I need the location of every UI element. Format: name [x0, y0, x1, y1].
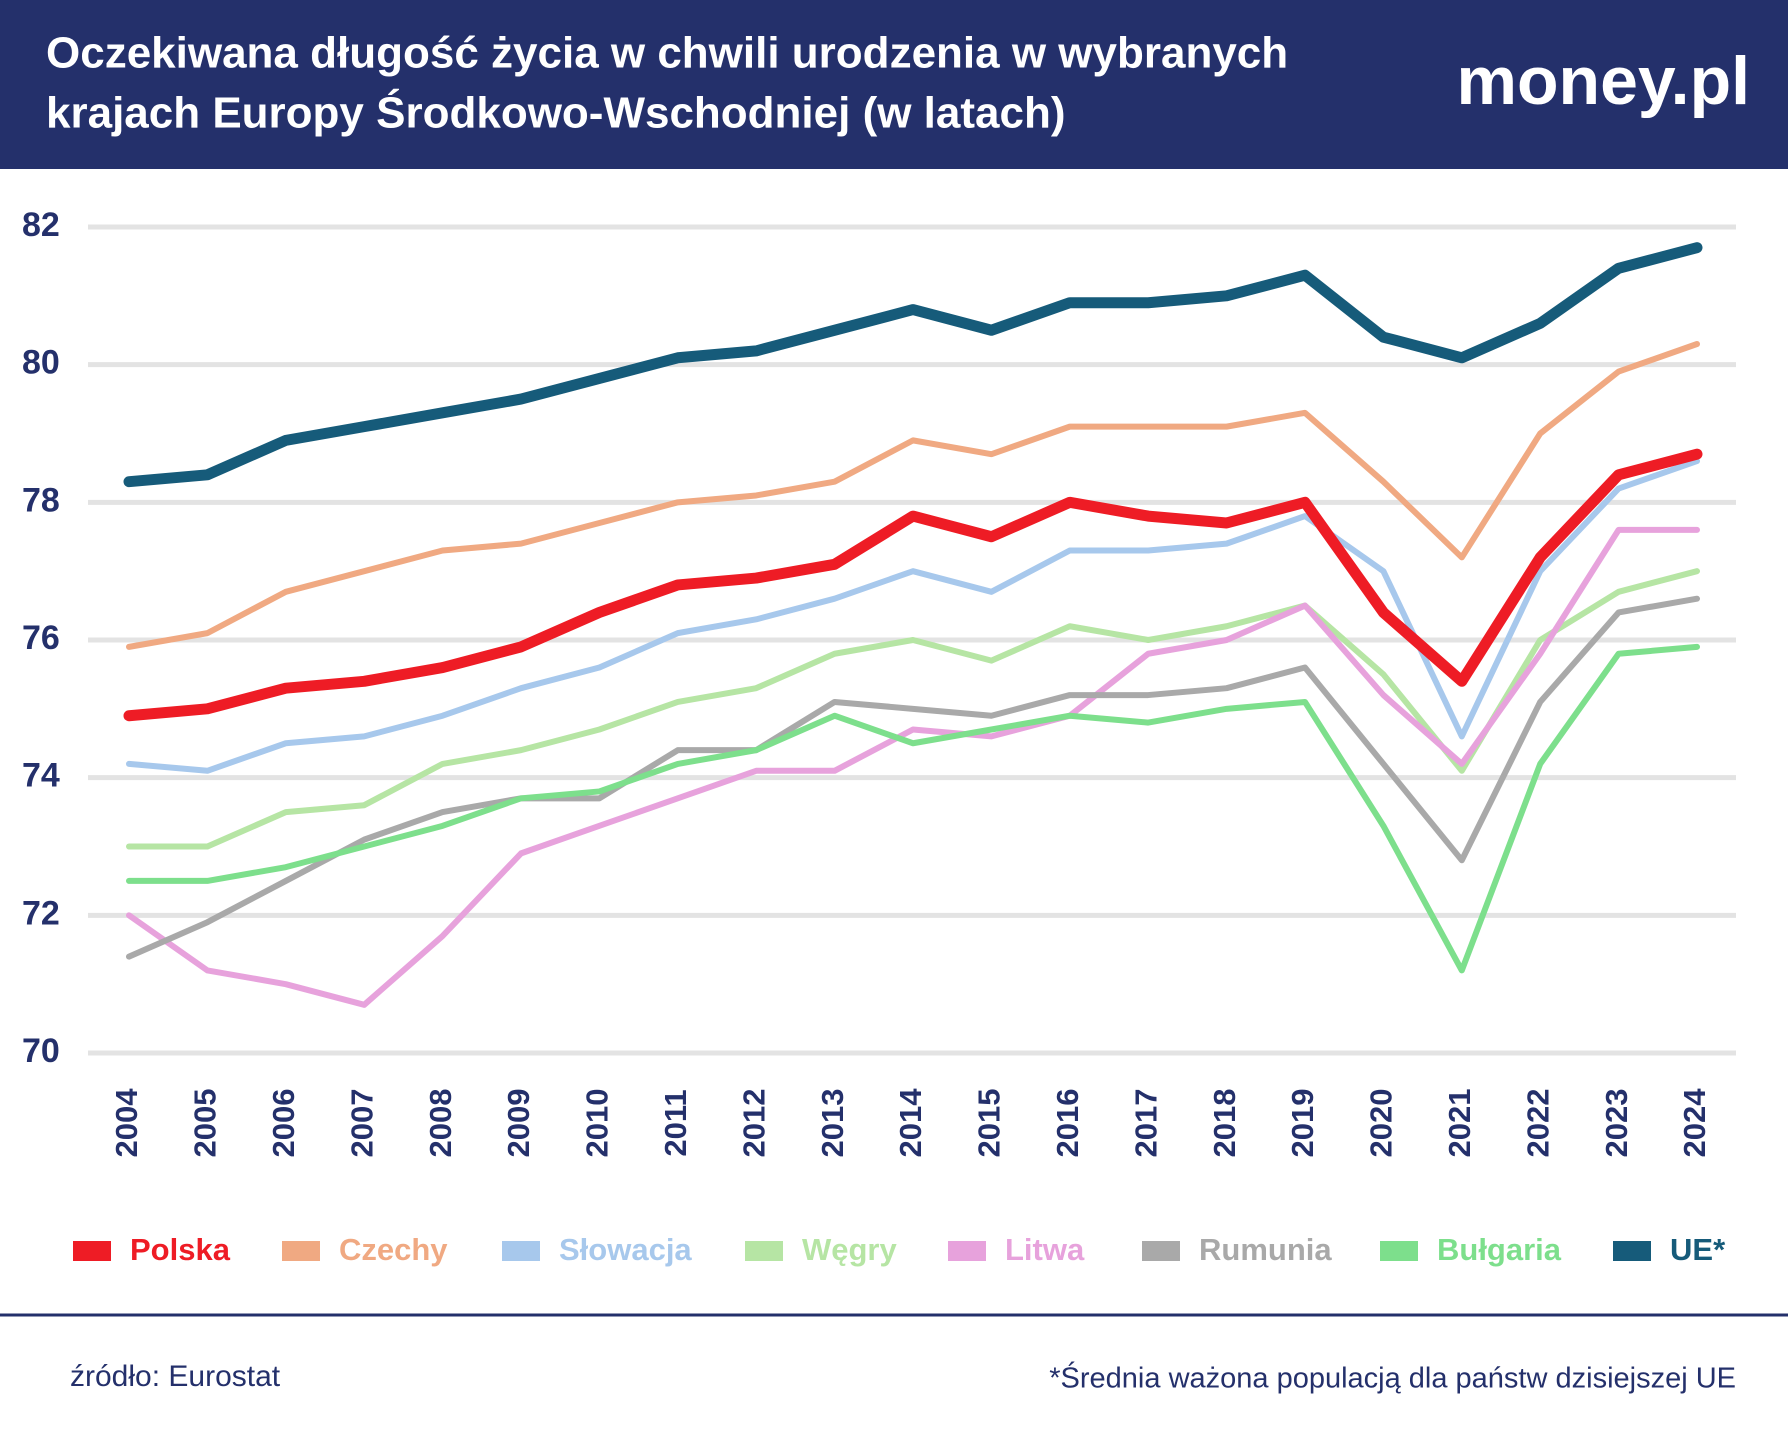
note: *Średnia ważona populacją dla państw dzi…: [1049, 1361, 1736, 1395]
x-tick-label: 2021: [1442, 1089, 1477, 1158]
x-tick-label: 2016: [1050, 1089, 1085, 1158]
legend-item: Słowacja: [502, 1232, 692, 1267]
legend-item: Węgry: [745, 1232, 898, 1267]
x-tick-label: 2008: [423, 1089, 458, 1158]
x-tick-label: 2023: [1599, 1089, 1634, 1158]
legend-swatch: [745, 1241, 783, 1261]
x-tick-label: 2010: [580, 1089, 615, 1158]
x-tick-label: 2011: [658, 1089, 693, 1156]
series-line: [123, 242, 1703, 488]
y-tick-label: 72: [22, 894, 60, 932]
legend-label: Bułgaria: [1437, 1232, 1562, 1267]
source: źródło: Eurostat: [70, 1360, 281, 1393]
legend-item: Polska: [73, 1232, 231, 1267]
series-line: [123, 448, 1703, 722]
legend-label: Polska: [130, 1232, 231, 1267]
legend-swatch: [1142, 1241, 1180, 1261]
legend-swatch: [282, 1241, 320, 1261]
legend-label: Rumunia: [1199, 1232, 1332, 1267]
x-tick-label: 2013: [815, 1089, 850, 1158]
y-tick-label: 82: [22, 206, 60, 244]
series-line: [126, 458, 1700, 774]
series-line: [126, 526, 1700, 1008]
title-line: Oczekiwana długość życia w chwili urodze…: [46, 29, 1288, 78]
y-tick-label: 78: [22, 481, 60, 519]
legend-label: Czechy: [339, 1232, 448, 1267]
x-tick-label: 2004: [109, 1088, 144, 1158]
x-tick-label: 2017: [1128, 1089, 1163, 1158]
y-tick-label: 74: [22, 757, 60, 795]
legend-swatch: [73, 1241, 111, 1261]
y-tick-label: 70: [22, 1032, 60, 1070]
x-tick-label: 2012: [736, 1089, 771, 1158]
legend-label: Litwa: [1005, 1232, 1085, 1267]
x-tick-label: 2005: [188, 1089, 223, 1158]
legend-swatch: [948, 1241, 986, 1261]
legend-label: Węgry: [802, 1232, 898, 1267]
x-tick-label: 2019: [1285, 1089, 1320, 1158]
x-tick-label: 2009: [501, 1089, 536, 1158]
series-line: [126, 643, 1700, 974]
x-tick-label: 2014: [893, 1088, 928, 1158]
legend-item: Litwa: [948, 1232, 1085, 1267]
x-tick-label: 2007: [344, 1089, 379, 1158]
legend-item: Czechy: [282, 1232, 448, 1267]
series-line: [126, 341, 1700, 650]
legend-swatch: [1613, 1241, 1651, 1261]
legend-item: UE*: [1613, 1232, 1726, 1267]
y-tick-label: 80: [22, 344, 60, 382]
legend-swatch: [502, 1241, 540, 1261]
header-bar: [0, 0, 1788, 169]
y-tick-label: 76: [22, 619, 60, 657]
logo: money.pl: [1457, 43, 1750, 119]
legend-label: UE*: [1670, 1232, 1726, 1267]
x-tick-label: 2006: [266, 1089, 301, 1158]
x-tick-label: 2018: [1207, 1089, 1242, 1158]
series-line: [126, 595, 1700, 960]
legend-swatch: [1380, 1241, 1418, 1261]
x-tick-label: 2022: [1520, 1089, 1555, 1158]
legend-label: Słowacja: [559, 1232, 692, 1267]
x-tick-label: 2015: [972, 1089, 1007, 1158]
x-tick-label: 2024: [1677, 1088, 1712, 1158]
x-tick-label: 2020: [1364, 1089, 1399, 1158]
legend-item: Bułgaria: [1380, 1232, 1562, 1267]
title-line: krajach Europy Środkowo-Wschodniej (w la…: [46, 88, 1066, 138]
legend-item: Rumunia: [1142, 1232, 1332, 1267]
